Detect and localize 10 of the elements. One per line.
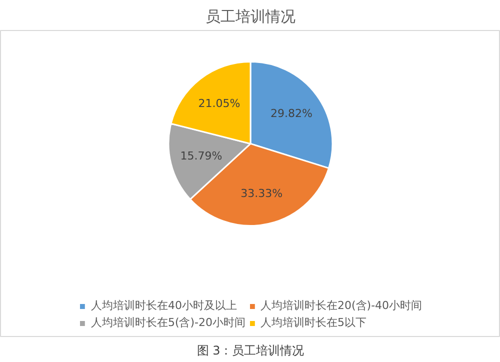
- legend-label: 人均培训时长在20(含)-40小时间: [260, 298, 422, 313]
- legend-label: 人均培训时长在5以下: [260, 315, 367, 330]
- legend-label: 人均培训时长在40小时及以上: [90, 298, 237, 313]
- data-label: 29.82%: [270, 107, 312, 120]
- legend-label: 人均培训时长在5(含)-20小时间: [90, 315, 246, 330]
- chart-title: 员工培训情况: [206, 8, 296, 26]
- data-label: 21.05%: [198, 97, 240, 110]
- data-label: 15.79%: [180, 150, 222, 163]
- data-label: 33.33%: [240, 186, 283, 200]
- caption: 图 3：员工培训情况: [196, 344, 304, 358]
